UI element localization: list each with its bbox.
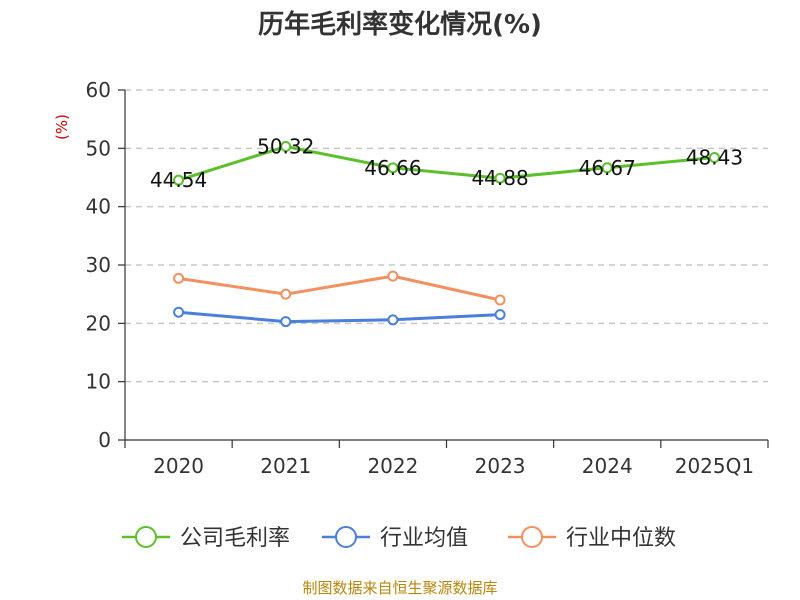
legend-item: 行业均值	[322, 526, 468, 551]
data-label: 46.66	[364, 156, 421, 180]
data-label: 44.88	[471, 166, 528, 190]
y-tick-label: 20	[86, 311, 111, 335]
data-point	[173, 306, 185, 318]
legend-label: 公司毛利率	[180, 526, 290, 551]
series-line	[178, 310, 501, 324]
legend-marker	[135, 526, 157, 548]
source-note: 制图数据来自恒生聚源数据库	[302, 579, 497, 597]
data-point	[494, 172, 506, 184]
data-point	[601, 162, 613, 174]
y-tick-label: 60	[86, 78, 111, 102]
data-point	[280, 140, 292, 152]
y-axis-label: (%)	[53, 114, 71, 140]
series-line	[178, 274, 501, 302]
data-point	[173, 272, 185, 284]
x-tick-label: 2024	[582, 454, 633, 478]
legend-marker	[521, 526, 543, 548]
data-label: 44.54	[150, 168, 207, 192]
data-point	[708, 151, 720, 163]
data-point	[494, 294, 506, 306]
series-line	[178, 145, 715, 182]
chart-title: 历年毛利率变化情况(%)	[258, 9, 542, 40]
y-tick-label: 0	[98, 428, 111, 452]
axes: 0 10 20 30 40 50 60 2020 2021 2022 2023 2024 2025Q1	[86, 78, 769, 478]
data-point	[494, 309, 506, 321]
legend-item: 行业中位数	[508, 526, 676, 551]
x-tick-label: 2020	[153, 454, 204, 478]
legend: 公司毛利率 行业均值 行业中位数	[122, 526, 676, 551]
x-tick-label: 2022	[367, 454, 418, 478]
data-label: 46.67	[579, 156, 636, 180]
legend-label: 行业中位数	[566, 526, 676, 551]
y-tick-label: 10	[86, 370, 111, 394]
data-label: 50.32	[257, 134, 314, 158]
data-point	[173, 174, 185, 186]
y-tick-label: 30	[86, 253, 111, 277]
legend-label: 行业均值	[380, 526, 468, 551]
x-tick-label: 2021	[260, 454, 311, 478]
legend-marker	[335, 526, 357, 548]
data-point	[387, 162, 399, 174]
data-point	[387, 314, 399, 326]
x-tick-label: 2023	[475, 454, 526, 478]
data-label: 48.43	[686, 145, 743, 169]
y-tick-label: 40	[86, 195, 111, 219]
data-point	[387, 270, 399, 282]
grid-lines	[125, 89, 768, 383]
x-tick-label: 2025Q1	[675, 454, 754, 478]
legend-item: 公司毛利率	[122, 526, 290, 551]
y-tick-label: 50	[86, 136, 111, 160]
series-layer	[173, 140, 720, 328]
data-labels: 44.54 50.32 46.66 44.88 46.67 48.43	[150, 134, 743, 192]
data-point	[280, 288, 292, 300]
data-point	[280, 316, 292, 328]
